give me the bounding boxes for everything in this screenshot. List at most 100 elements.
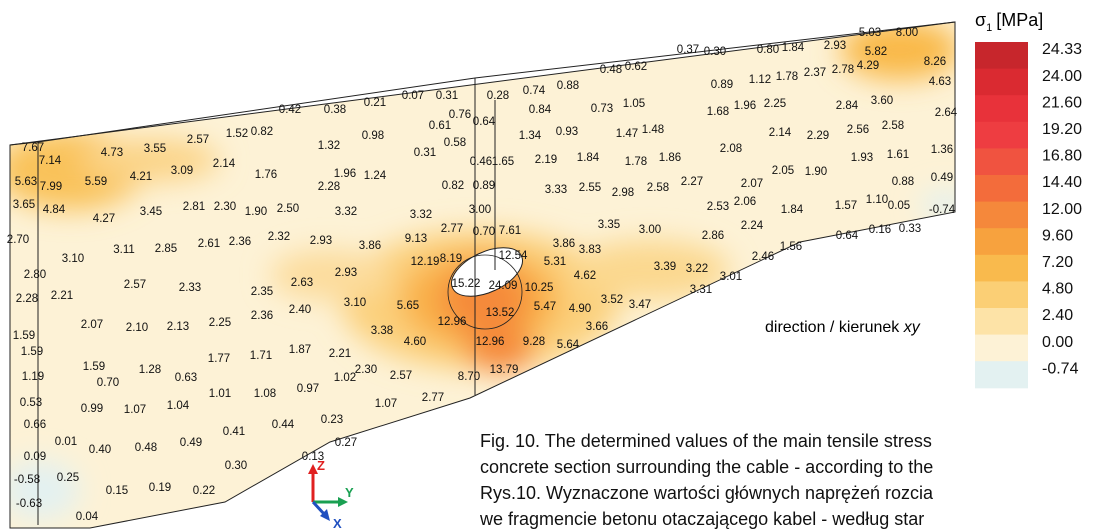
legend-swatch [975,148,1028,176]
stress-label: 0.88 [892,176,914,188]
stress-label: 2.78 [832,64,854,76]
stress-label: 2.84 [836,100,859,112]
stress-label: 2.21 [329,348,351,360]
stress-label: 0.30 [225,460,247,472]
legend-swatch [975,68,1028,96]
stress-label: 1.34 [519,130,542,142]
stress-label: 2.93 [824,40,846,52]
stress-label: 1.90 [245,206,267,218]
stress-label: 0.99 [81,403,103,415]
stress-label: 2.19 [535,154,557,166]
stress-label: 2.93 [310,235,332,247]
legend-value: 2.40 [1042,307,1073,324]
stress-label: 2.40 [289,304,311,316]
stress-label: 4.29 [857,60,879,72]
stress-label: 1.87 [289,344,311,356]
stress-label: 1.08 [254,388,276,400]
axis-y: Y [345,485,354,500]
stress-label: 0.16 [869,224,891,236]
stress-label: 0.64 [473,116,496,128]
stress-label: 0.21 [364,97,386,109]
legend-subscript: 1 [986,22,992,34]
stress-label: 0.31 [436,90,458,102]
caption-line: Rys.10. Wyznaczone wartości głównych nap… [480,483,934,503]
stress-label: 0.58 [444,137,466,149]
stress-label: 2.33 [179,282,201,294]
stress-label: 2.80 [24,269,46,281]
stress-label: 3.60 [871,95,893,107]
legend-value: 4.80 [1042,281,1073,298]
stress-label: 1.59 [13,330,35,342]
legend-swatch [975,42,1028,70]
stress-label: 0.13 [302,451,324,463]
stress-label: 2.64 [935,107,958,119]
legend-swatch [975,308,1028,336]
stress-label: 1.07 [375,398,397,410]
stress-label: 2.27 [681,176,703,188]
legend-swatch [975,334,1028,362]
stress-label: 2.21 [51,290,73,302]
stress-label: 0.70 [473,226,495,238]
stress-label: 2.25 [764,98,786,110]
stress-label: 15.22 [452,278,481,290]
stress-label: 3.32 [410,209,432,221]
direction-note: direction / kierunek xy [765,319,921,336]
stress-label: 0.01 [55,436,77,448]
stress-label: 1.71 [250,350,272,362]
stress-label: 0.30 [704,46,726,58]
stress-label: 1.59 [21,346,43,358]
legend-swatch [975,175,1028,203]
stress-label: 0.49 [931,172,953,184]
stress-label: 0.42 [279,104,301,116]
stress-label: 12.96 [476,336,505,348]
stress-label: 2.86 [702,230,724,242]
stress-label: 2.57 [390,370,412,382]
stress-label: 2.08 [720,143,742,155]
stress-label: 2.63 [291,277,313,289]
stress-label: 2.85 [155,243,177,255]
stress-label: 3.45 [140,206,162,218]
stress-label: 2.61 [198,238,220,250]
stress-label: 9.28 [523,336,545,348]
legend-value: 24.00 [1042,68,1082,85]
stress-label: 1.78 [776,71,798,83]
stress-label: 3.65 [13,199,35,211]
legend-swatch [975,281,1028,309]
stress-label: 8.00 [896,27,918,39]
stress-label: 1.07 [124,404,146,416]
stress-label: 0.49 [180,437,202,449]
stress-label: 4.27 [93,213,115,225]
legend-swatch [975,361,1028,389]
stress-label: 1.01 [209,388,231,400]
cable-outline [447,254,523,330]
stress-label: -0.74 [929,204,956,216]
stress-label: 2.30 [214,201,236,213]
stress-label: 8.19 [440,253,462,265]
stress-label: 2.14 [769,127,792,139]
stress-label: 3.09 [171,165,193,177]
stress-label: 3.35 [598,219,620,231]
stress-label: 2.24 [741,220,764,232]
stress-label: 0.76 [449,109,471,121]
stress-label: 2.56 [847,124,869,136]
stress-label: 1.68 [707,106,729,118]
stress-label: 1.12 [749,74,771,86]
stress-label: 0.97 [297,383,319,395]
stress-label: 5.47 [534,301,556,313]
caption-line: we fragmencie betonu otaczającego kabel … [479,509,924,529]
legend-value: 12.00 [1042,201,1082,218]
stress-label: 1.84 [781,204,804,216]
stress-label: 0.53 [20,397,42,409]
stress-label: 2.25 [209,317,231,329]
stress-label: 1.24 [364,170,387,182]
cable-hole [451,247,523,297]
stress-label: 13.79 [490,364,519,376]
stress-label: 1.59 [83,361,105,373]
stress-label: 1.61 [887,149,909,161]
stress-label: 1.93 [851,152,873,164]
stress-label: 0.09 [24,451,46,463]
stress-label: 4.62 [574,270,596,282]
stress-label: 2.07 [81,319,103,331]
stress-label: 0.40 [89,444,111,456]
